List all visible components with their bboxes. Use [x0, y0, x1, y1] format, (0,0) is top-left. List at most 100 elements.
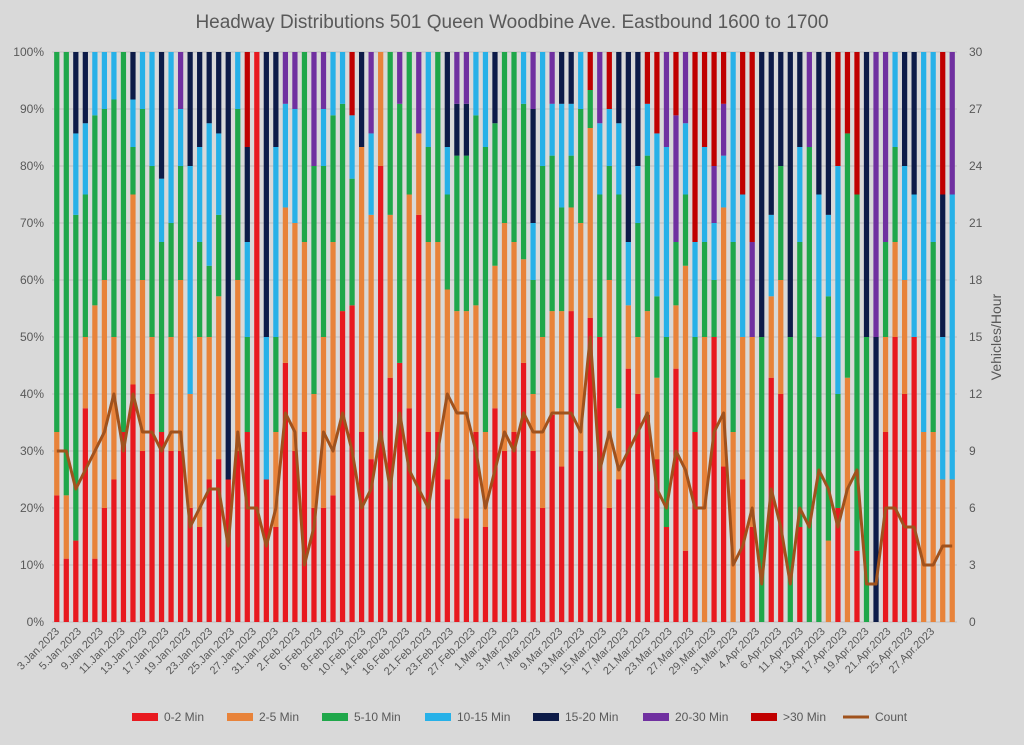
bar-segment: [206, 265, 212, 337]
bar-segment: [673, 368, 679, 622]
bar-segment: [587, 90, 593, 128]
bar-segment: [873, 52, 879, 337]
bar-segment: [158, 242, 165, 432]
bar-segment: [539, 166, 546, 337]
bar-segment: [292, 52, 298, 109]
bar-segment: [720, 207, 727, 467]
bar-segment: [882, 337, 889, 432]
bar-segment: [778, 166, 784, 280]
bar-segment: [720, 52, 727, 104]
bar-segment: [587, 52, 593, 90]
bar-segment: [825, 540, 832, 622]
bar-segment: [82, 123, 88, 195]
bar-segment: [206, 337, 212, 480]
bar-segment: [206, 479, 212, 622]
bar-segment: [663, 337, 670, 527]
bar-segment: [454, 52, 460, 104]
y-tick-label: 50%: [20, 330, 44, 344]
legend-swatch: [751, 713, 777, 721]
bar-segment: [606, 166, 612, 280]
bar-segment: [682, 52, 689, 124]
bar-segment: [301, 432, 308, 622]
bar-segment: [435, 242, 441, 432]
y2-tick-label: 12: [969, 387, 983, 401]
bar-segment: [835, 166, 841, 394]
bar-segment: [606, 508, 612, 622]
bar-segment: [673, 52, 679, 116]
bar-segment: [244, 242, 250, 337]
bar-segment: [635, 337, 641, 394]
bar-segment: [616, 479, 622, 622]
bar-segment: [473, 115, 479, 306]
bar-segment: [654, 459, 660, 622]
legend-swatch: [132, 713, 158, 721]
legend-label: 10-15 Min: [457, 710, 510, 724]
y2-tick-label: 24: [969, 159, 983, 173]
bar-segment: [216, 133, 222, 215]
bar-segment: [282, 362, 289, 622]
bar-segment: [530, 451, 536, 622]
bar-segment: [787, 52, 793, 337]
bar-segment: [425, 242, 431, 432]
bar-segment: [301, 242, 308, 432]
bar-segment: [873, 337, 879, 622]
y2-tick-label: 9: [969, 444, 976, 458]
bar-segment: [749, 52, 755, 242]
bar-segment: [625, 52, 631, 242]
bar-segment: [358, 147, 365, 432]
bar-segment: [663, 527, 670, 622]
bar-segment: [358, 52, 365, 147]
bar-segment: [901, 280, 908, 394]
bar-segment: [901, 394, 908, 622]
bar-segment: [616, 194, 622, 409]
bar-segment: [511, 242, 517, 432]
bar-segment: [311, 508, 317, 622]
bar-segment: [416, 133, 422, 215]
bar-segment: [778, 280, 784, 394]
bar-segment: [568, 103, 574, 156]
bar-segment: [177, 109, 184, 166]
bar-segment: [397, 103, 403, 363]
bar-segment: [139, 109, 146, 280]
bar-segment: [168, 52, 174, 223]
legend-label: 20-30 Min: [675, 710, 728, 724]
bar-segment: [578, 52, 584, 109]
bar-segment: [720, 466, 727, 622]
bar-segment: [187, 394, 193, 508]
bar-segment: [349, 115, 355, 179]
bar-segment: [454, 518, 460, 622]
bar-segment: [73, 540, 79, 622]
bar-segment: [949, 52, 955, 195]
bar-segment: [425, 147, 431, 242]
bar-segment: [444, 147, 450, 195]
bar-segment: [216, 459, 222, 622]
bar-segment: [730, 52, 736, 242]
bar-segment: [854, 194, 860, 551]
bar-segment: [597, 337, 603, 622]
bar-segment: [120, 432, 127, 622]
bar-segment: [825, 296, 832, 541]
bar-segment: [501, 223, 508, 451]
bar-segment: [387, 52, 393, 215]
bar-segment: [882, 432, 889, 622]
bar-segment: [378, 52, 384, 166]
bar-segment: [797, 527, 803, 622]
bar-segment: [320, 166, 327, 337]
bar-segment: [349, 178, 355, 306]
bar-segment: [263, 52, 269, 337]
bar-segment: [482, 147, 489, 432]
bar-segment: [273, 432, 279, 527]
bar-segment: [139, 280, 146, 451]
bar-segment: [730, 242, 736, 432]
bar-segment: [597, 194, 603, 337]
bar-segment: [730, 432, 736, 622]
bar-segment: [625, 242, 631, 306]
bar-segment: [454, 103, 460, 156]
y-tick-label: 0%: [27, 615, 45, 629]
bar-segment: [616, 408, 622, 480]
bar-segment: [559, 207, 565, 312]
bar-segment: [406, 52, 412, 195]
bar-segment: [911, 194, 917, 337]
y2-tick-label: 27: [969, 102, 983, 116]
bar-segment: [63, 52, 69, 496]
